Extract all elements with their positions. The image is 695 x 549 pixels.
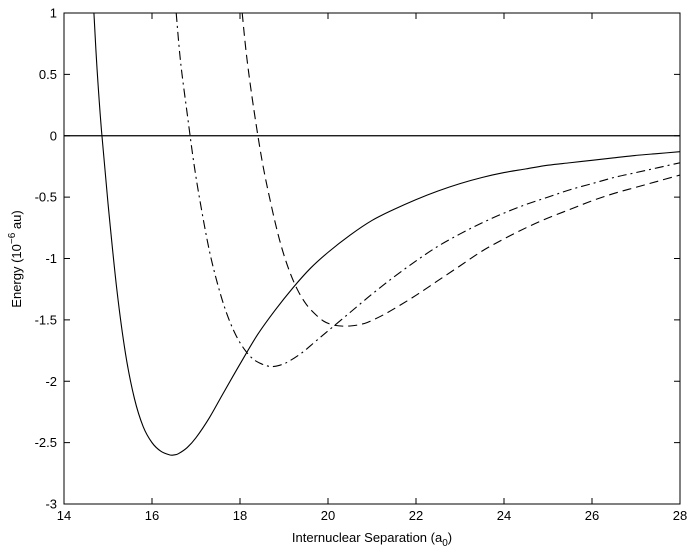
y-tick-label: -1 (45, 251, 57, 266)
y-tick-label: -2.5 (35, 435, 57, 450)
plot-frame (63, 12, 681, 505)
y-tick-label: -1.5 (35, 312, 57, 327)
y-tick-label: -3 (45, 497, 57, 512)
y-tick-label: 1 (50, 6, 57, 21)
x-tick-label: 24 (497, 508, 511, 523)
x-tick-label: 22 (409, 508, 423, 523)
x-tick-label: 18 (233, 508, 247, 523)
y-tick-label: 0 (50, 128, 57, 143)
x-axis-label: Internuclear Separation (a0) (292, 530, 452, 549)
tick-labels: 14 16 18 20 22 24 26 28 -3 -2.5 -2 -1.5 -1 -0.5 0 0.5 1 (35, 6, 688, 524)
y-tick-label: 0.5 (39, 67, 57, 82)
axis-ticks (63, 12, 681, 505)
x-tick-label: 28 (673, 508, 687, 523)
x-tick-label: 20 (321, 508, 335, 523)
series-line-dashed (241, 13, 680, 327)
series-line-dash-dot (175, 13, 680, 368)
y-tick-label: -2 (45, 374, 57, 389)
y-axis-label: Energy (10−6 au) (7, 210, 24, 307)
series-line-solid (93, 13, 680, 456)
x-tick-label: 26 (585, 508, 599, 523)
x-tick-label: 14 (57, 508, 71, 523)
y-tick-label: -0.5 (35, 190, 57, 205)
series-layer (93, 13, 680, 456)
x-tick-label: 16 (145, 508, 159, 523)
